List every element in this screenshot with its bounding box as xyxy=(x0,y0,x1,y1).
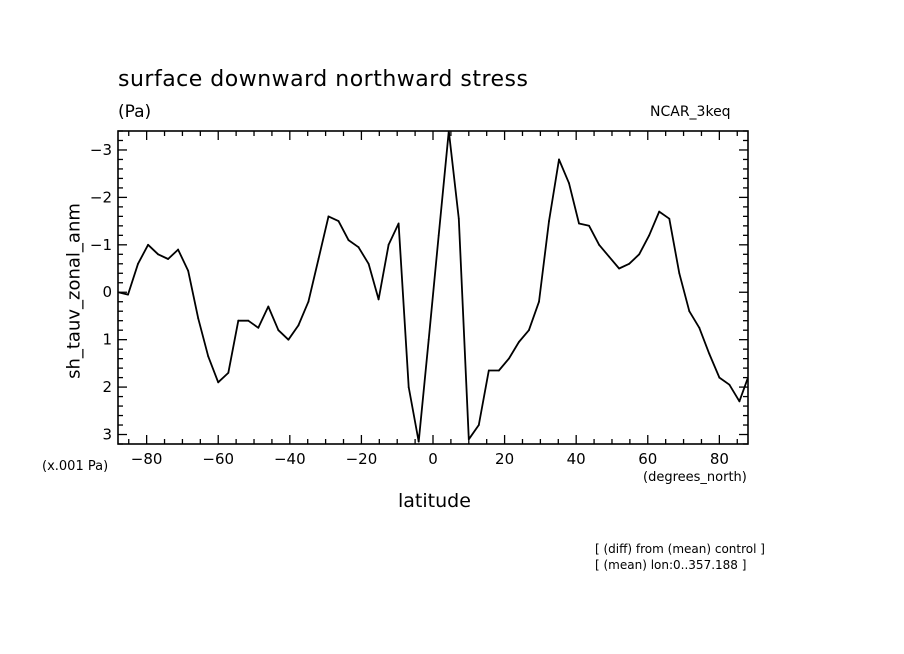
data-point xyxy=(747,376,748,379)
data-point xyxy=(487,369,490,372)
data-point xyxy=(377,298,380,301)
x-units-label: (degrees_north) xyxy=(643,470,747,485)
data-point xyxy=(548,220,550,223)
data-point xyxy=(648,234,651,237)
data-point xyxy=(397,222,400,225)
data-point xyxy=(497,369,500,372)
data-point xyxy=(447,131,450,132)
data-point xyxy=(118,291,119,294)
data-point xyxy=(227,371,230,374)
x-tick-label: 80 xyxy=(710,450,729,468)
data-point xyxy=(337,220,340,223)
data-point xyxy=(678,272,681,275)
data-point xyxy=(187,270,190,272)
note-mean: [ (mean) lon:0..357.188 ] xyxy=(595,558,747,572)
data-point xyxy=(638,253,641,256)
data-point xyxy=(598,243,600,246)
data-point xyxy=(127,293,129,296)
data-point xyxy=(217,381,220,384)
data-point xyxy=(177,248,180,251)
data-point xyxy=(347,239,350,241)
x-tick-label: 0 xyxy=(428,450,438,468)
data-point xyxy=(327,215,330,218)
data-point xyxy=(608,255,611,258)
model-label: NCAR_3keq xyxy=(650,104,731,120)
data-point xyxy=(157,253,159,256)
units-label: (Pa) xyxy=(118,102,152,122)
data-point xyxy=(528,329,530,332)
data-point xyxy=(267,305,270,308)
y-tick-label: 2 xyxy=(102,378,112,396)
data-point xyxy=(317,258,320,260)
data-point xyxy=(718,376,721,379)
data-point xyxy=(197,317,200,320)
data-point xyxy=(407,386,410,388)
axis-tick-labels: −80 −60 −40 −20 0 20 40 60 80 −3 −2 −1 0 1 2 3 xyxy=(90,141,729,468)
data-point xyxy=(167,258,170,260)
data-point xyxy=(247,319,250,322)
axis-ticks xyxy=(118,130,748,445)
data-point xyxy=(207,355,210,358)
data-point xyxy=(558,158,560,161)
data-point xyxy=(568,182,570,185)
series-layer xyxy=(118,131,748,443)
x-tick-label: −40 xyxy=(274,450,306,468)
x-tick-label: −60 xyxy=(202,450,234,468)
data-point xyxy=(518,341,520,343)
data-point xyxy=(237,319,240,322)
x-tick-label: 20 xyxy=(495,450,514,468)
data-point xyxy=(387,243,390,246)
data-point xyxy=(588,224,590,227)
y-scale-label: (x.001 Pa) xyxy=(42,459,109,474)
data-point xyxy=(698,326,701,329)
data-point xyxy=(477,424,480,426)
data-point xyxy=(507,357,510,360)
data-point xyxy=(628,262,631,265)
y-tick-label: −2 xyxy=(90,188,112,206)
y-tick-label: 3 xyxy=(102,426,112,444)
data-point xyxy=(538,300,540,303)
data-point xyxy=(257,326,260,329)
data-point xyxy=(708,352,711,355)
data-point xyxy=(287,338,290,341)
data-point xyxy=(427,338,430,341)
y-axis-label: sh_tauv_zonal_anm xyxy=(63,203,85,379)
data-point xyxy=(367,262,370,265)
data-point xyxy=(307,300,310,303)
data-point xyxy=(357,246,360,249)
data-point xyxy=(457,217,460,220)
y-tick-label: 1 xyxy=(102,331,112,349)
data-point xyxy=(618,267,621,270)
data-point xyxy=(417,440,420,443)
data-point xyxy=(578,222,580,225)
data-point xyxy=(137,262,139,265)
note-diff: [ (diff) from (mean) control ] xyxy=(595,542,765,556)
series-line xyxy=(118,131,748,443)
x-tick-label: 40 xyxy=(567,450,586,468)
x-tick-label: −80 xyxy=(131,450,163,468)
y-tick-label: −1 xyxy=(90,236,112,254)
data-point xyxy=(688,310,691,313)
x-tick-label: 60 xyxy=(638,450,657,468)
y-tick-label: 0 xyxy=(102,283,112,301)
data-point xyxy=(658,210,661,213)
data-point xyxy=(277,329,280,332)
x-tick-label: −20 xyxy=(346,450,378,468)
data-point xyxy=(437,234,440,237)
data-point xyxy=(297,324,300,327)
data-point xyxy=(668,217,671,220)
chart-title: surface downward northward stress xyxy=(118,67,529,92)
y-tick-label: −3 xyxy=(90,141,112,159)
data-point xyxy=(738,400,741,403)
data-point xyxy=(147,243,149,246)
data-point xyxy=(728,383,731,386)
x-axis-label: latitude xyxy=(398,490,471,512)
data-point xyxy=(467,438,470,441)
